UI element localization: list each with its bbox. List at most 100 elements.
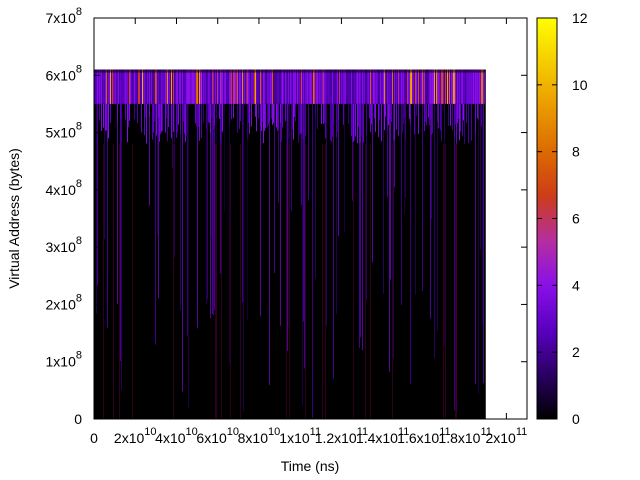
y-tick-label: 1x108 <box>46 350 82 370</box>
heatmap-cell <box>178 103 179 125</box>
heatmap-cell <box>96 69 97 104</box>
heatmap-cell <box>256 103 257 132</box>
heatmap-cell <box>121 69 122 104</box>
heatmap-cell <box>225 69 226 104</box>
heatmap-cell <box>374 69 375 104</box>
heatmap-cell <box>381 103 382 142</box>
heatmap-cell <box>466 69 467 104</box>
heatmap-cell <box>131 69 132 104</box>
heatmap-cell <box>402 69 403 104</box>
heatmap-cell <box>436 69 437 104</box>
heatmap-cell <box>298 103 299 143</box>
heatmap-cell <box>457 103 458 124</box>
heatmap-cell <box>360 69 361 104</box>
x-tick-label: 2x1010 <box>114 426 157 446</box>
heatmap-cell <box>450 103 451 126</box>
heatmap-cell <box>431 103 432 219</box>
heatmap-cell <box>299 103 300 135</box>
heatmap-cell <box>307 69 308 104</box>
y-tick-exponent: 8 <box>76 6 82 18</box>
heatmap-cell <box>166 103 167 118</box>
heatmap-cell <box>208 69 209 104</box>
heatmap-cell <box>94 69 486 73</box>
heatmap-cell <box>378 103 379 138</box>
heatmap-cell <box>289 69 290 104</box>
heatmap-cell <box>442 69 443 104</box>
heatmap-cell <box>471 103 472 141</box>
heatmap-cell <box>180 69 181 104</box>
heatmap-cell <box>349 69 350 104</box>
heatmap-cell <box>456 69 457 104</box>
x-tick-mantissa: 4x10 <box>155 430 186 446</box>
heatmap-cell <box>448 103 449 127</box>
heatmap-cell <box>233 69 234 104</box>
heatmap-cell <box>127 69 128 104</box>
heatmap-cell <box>146 69 147 104</box>
heatmap-cell <box>445 144 446 419</box>
colorbar-tick-label: 10 <box>572 77 588 93</box>
heatmap-cell <box>318 69 319 104</box>
heatmap-cell <box>403 103 404 125</box>
heatmap-cell <box>231 69 232 104</box>
heatmap-cell <box>140 69 141 104</box>
heatmap-cell <box>315 103 316 279</box>
heatmap-cell <box>174 103 175 258</box>
heatmap-cell <box>163 69 164 104</box>
heatmap-cell <box>391 103 392 122</box>
y-tick-label: 7x108 <box>46 6 82 26</box>
heatmap-cell <box>158 69 159 104</box>
heatmap-cell <box>479 69 480 104</box>
heatmap-cell <box>185 69 186 104</box>
heatmap-cell <box>466 103 467 123</box>
heatmap-cell <box>160 103 161 135</box>
heatmap-cell <box>109 69 110 104</box>
heatmap-cell <box>145 103 146 118</box>
heatmap-cell <box>187 69 188 104</box>
heatmap-cell <box>222 69 223 104</box>
heatmap-cell <box>104 103 105 240</box>
heatmap-cell <box>457 69 458 104</box>
heatmap-cell <box>393 69 394 104</box>
heatmap-cell <box>452 103 453 130</box>
heatmap-cell <box>197 103 198 329</box>
y-tick-exponent: 8 <box>76 178 82 190</box>
heatmap-cell <box>188 103 189 409</box>
heatmap-cell <box>366 69 367 104</box>
heatmap-cell <box>456 144 457 419</box>
x-tick-mantissa: 1.8x10 <box>438 430 480 446</box>
heatmap-cell <box>445 69 446 104</box>
heatmap-cell <box>464 103 465 144</box>
heatmap-cell <box>484 69 485 104</box>
heatmap-cell <box>352 69 353 104</box>
heatmap-cell <box>357 103 358 144</box>
heatmap-cell <box>350 69 351 104</box>
heatmap-cell <box>243 103 244 413</box>
heatmap-cell <box>234 69 235 104</box>
heatmap-cell <box>359 69 360 104</box>
heatmap-cell <box>205 69 206 104</box>
heatmap-cell <box>381 69 382 104</box>
heatmap-cell <box>230 144 231 419</box>
heatmap-cell <box>210 103 211 319</box>
heatmap-cell <box>451 69 452 104</box>
heatmap-cell <box>103 69 104 104</box>
heatmap-cell <box>310 69 311 104</box>
heatmap-cell <box>272 103 273 125</box>
heatmap-cell <box>249 103 250 135</box>
heatmap-cell <box>193 69 194 104</box>
heatmap-cell <box>102 69 103 104</box>
heatmap-cell <box>400 69 401 104</box>
heatmap-cell <box>180 103 181 311</box>
heatmap-cell <box>95 69 96 104</box>
heatmap-cell <box>363 103 364 143</box>
heatmap-cell <box>142 69 143 104</box>
heatmap-cell <box>125 69 126 104</box>
heatmap-cell <box>172 103 173 169</box>
heatmap-cell <box>395 69 396 104</box>
heatmap-cell <box>379 69 380 104</box>
plot-frame <box>93 17 528 420</box>
heatmap-cell <box>359 103 360 349</box>
heatmap-cell <box>242 103 243 303</box>
x-tick-mantissa: 1.2x10 <box>315 430 357 446</box>
heatmap-cell <box>211 103 212 237</box>
